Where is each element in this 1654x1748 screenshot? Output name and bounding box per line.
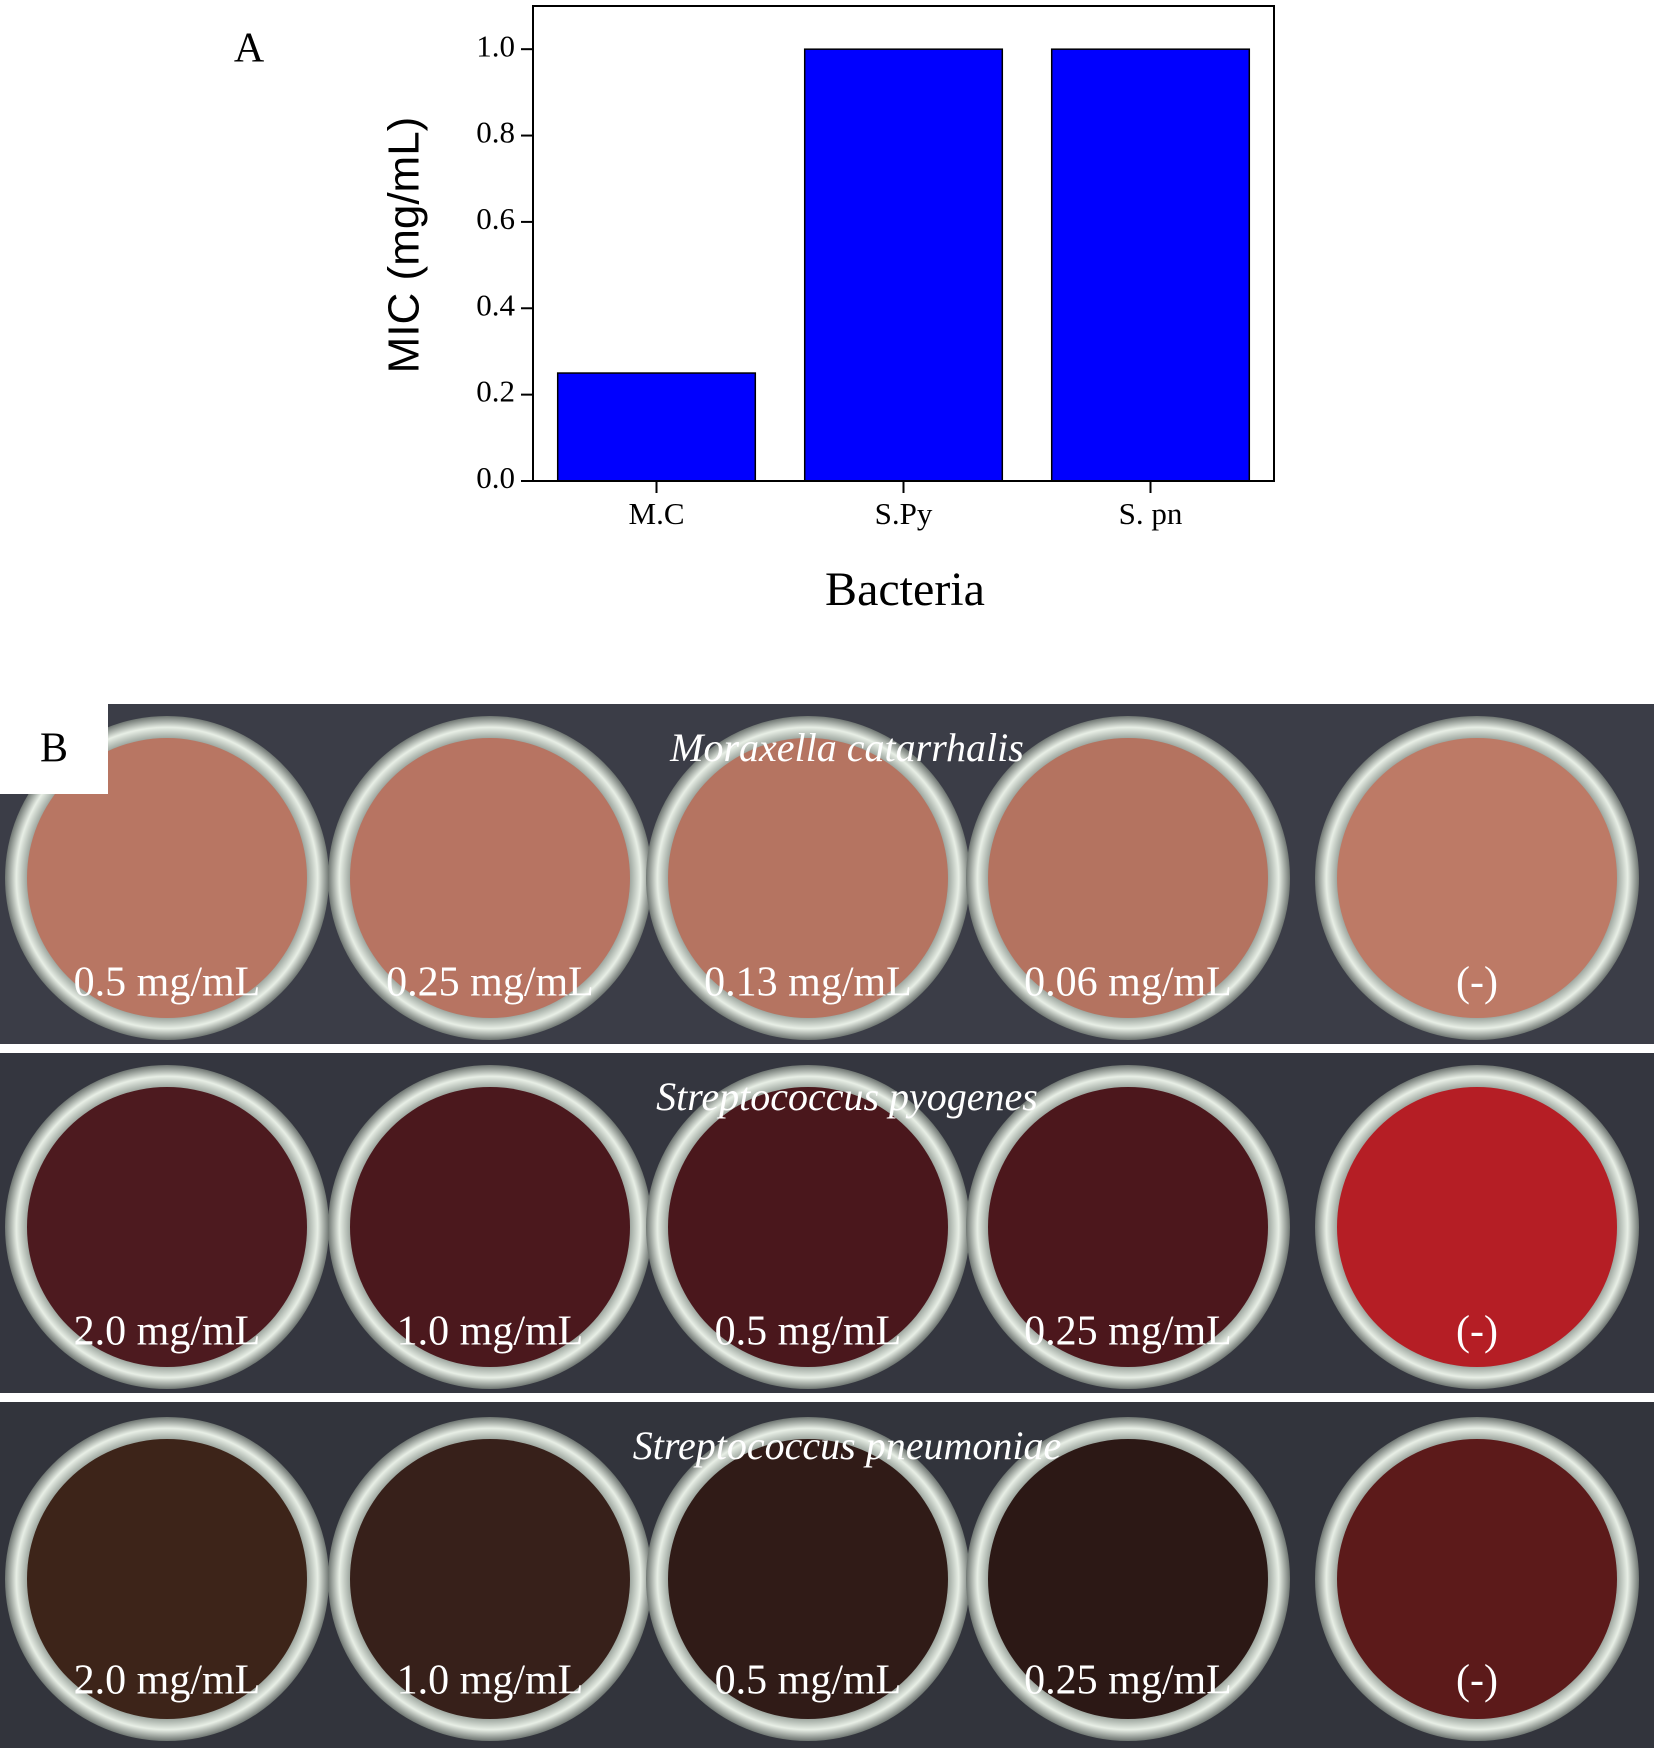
plot-frame — [532, 5, 1275, 482]
well-label: 1.0 mg/mL — [397, 1309, 584, 1355]
well-label: 0.25 mg/mL — [1024, 1309, 1232, 1355]
dish-medium — [1337, 1087, 1617, 1367]
well-label: 1.0 mg/mL — [397, 1658, 584, 1704]
x-tick-label: S.Py — [875, 496, 933, 531]
panel-label: B — [40, 726, 68, 772]
dish-medium — [350, 738, 630, 1018]
y-axis-title: MIC (mg/mL) — [380, 117, 429, 374]
y-tick-label: 0.8 — [476, 115, 515, 150]
dish-medium — [1337, 1439, 1617, 1719]
panel-label-box — [0, 704, 108, 794]
well-label: 2.0 mg/mL — [74, 1658, 261, 1704]
photo-panel: 0.5 mg/mL 0.25 mg/mL 0.13 mg/mL 0.06 mg/mL (… — [0, 704, 1654, 1748]
well-label: 0.25 mg/mL — [1024, 1658, 1232, 1704]
dish-medium — [27, 1087, 307, 1367]
x-tick-label: S. pn — [1119, 496, 1183, 531]
dish-medium — [350, 1087, 630, 1367]
row-title: Streptococcus pneumoniae — [633, 1423, 1061, 1468]
dish-medium — [668, 738, 948, 1018]
well-label: 0.13 mg/mL — [704, 960, 912, 1006]
well-label: 0.5 mg/mL — [715, 1658, 902, 1704]
y-tick-label: 0.6 — [476, 201, 515, 236]
well-label: 2.0 mg/mL — [74, 1309, 261, 1355]
panel-label: A — [234, 26, 265, 72]
x-tick-label: M.C — [629, 496, 685, 531]
well-label: (-) — [1456, 960, 1498, 1006]
dish-medium — [668, 1087, 948, 1367]
row-title: Moraxella catarrhalis — [669, 725, 1024, 770]
dish-medium — [668, 1439, 948, 1719]
bar — [1050, 48, 1251, 482]
dish-medium — [1337, 738, 1617, 1018]
dish-medium — [350, 1439, 630, 1719]
dish-medium — [988, 738, 1268, 1018]
dish-medium — [988, 1439, 1268, 1719]
dish-medium — [27, 1439, 307, 1719]
well-label: (-) — [1456, 1309, 1498, 1355]
bar — [803, 48, 1004, 482]
well-label: 0.06 mg/mL — [1024, 960, 1232, 1006]
well-label: (-) — [1456, 1658, 1498, 1704]
y-tick-label: 0.0 — [476, 460, 515, 495]
x-axis-title: Bacteria — [825, 563, 985, 616]
y-tick-label: 0.4 — [476, 287, 515, 322]
y-tick-label: 0.2 — [476, 374, 515, 409]
well-label: 0.5 mg/mL — [74, 960, 261, 1006]
dish-medium — [988, 1087, 1268, 1367]
well-label: 0.5 mg/mL — [715, 1309, 902, 1355]
y-tick-label: 1.0 — [476, 28, 515, 63]
dish-medium — [27, 738, 307, 1018]
well-label: 0.25 mg/mL — [386, 960, 594, 1006]
bar — [556, 372, 757, 482]
row-title: Streptococcus pyogenes — [656, 1074, 1038, 1119]
